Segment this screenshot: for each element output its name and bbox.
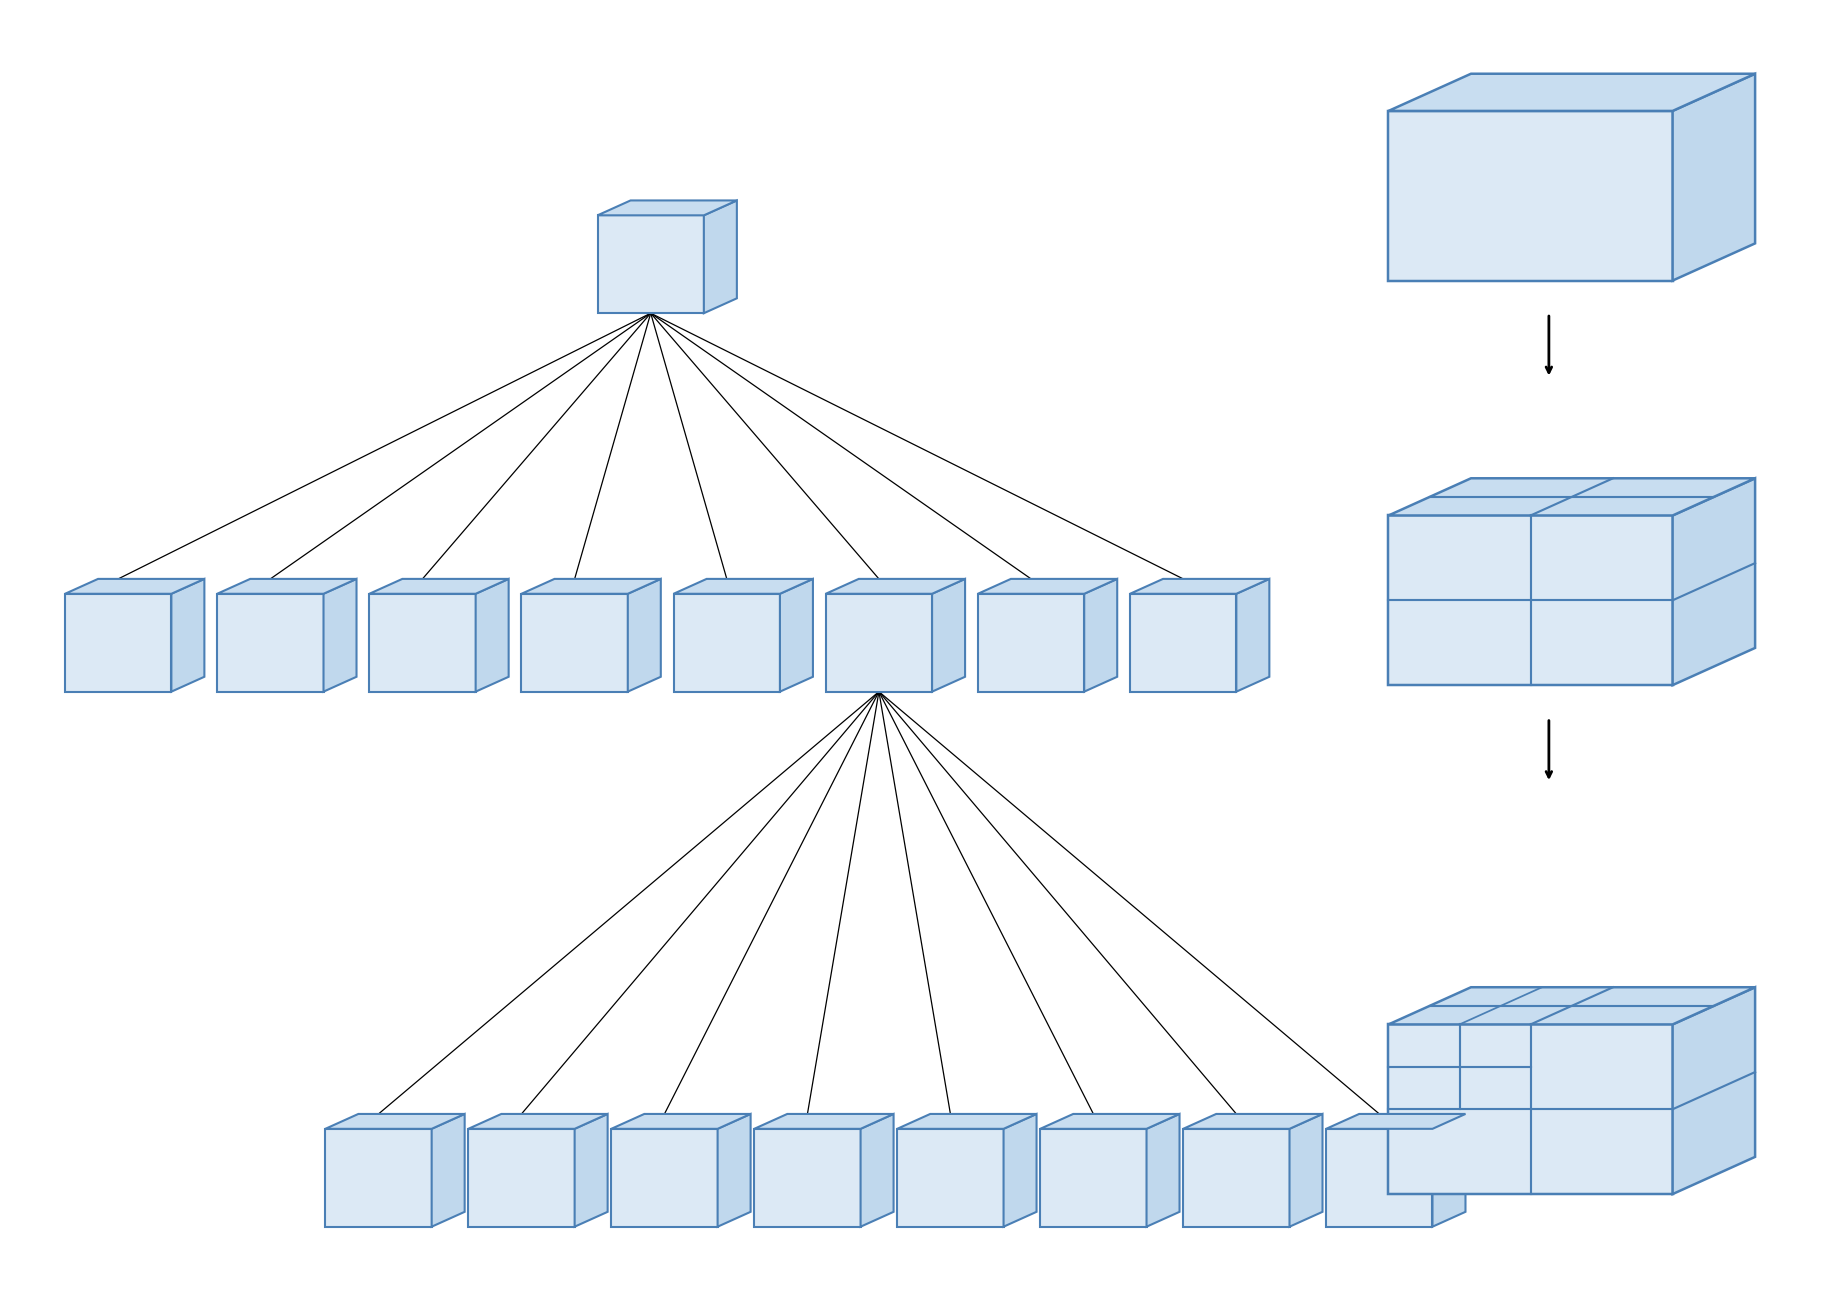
Polygon shape (1182, 1129, 1288, 1227)
Polygon shape (896, 1114, 1037, 1129)
Polygon shape (1325, 1114, 1466, 1129)
Polygon shape (753, 1114, 894, 1129)
Polygon shape (467, 1129, 575, 1227)
Polygon shape (861, 1114, 894, 1227)
Polygon shape (1235, 579, 1268, 692)
Polygon shape (1671, 74, 1755, 281)
Polygon shape (368, 579, 507, 594)
Polygon shape (324, 1114, 463, 1129)
Polygon shape (1389, 1024, 1671, 1194)
Polygon shape (931, 579, 964, 692)
Polygon shape (780, 579, 813, 692)
Polygon shape (1389, 479, 1755, 515)
Polygon shape (716, 1114, 749, 1227)
Polygon shape (1041, 1114, 1180, 1129)
Polygon shape (520, 579, 660, 594)
Polygon shape (368, 594, 474, 692)
Polygon shape (1389, 111, 1671, 281)
Polygon shape (1129, 579, 1268, 594)
Polygon shape (170, 579, 203, 692)
Polygon shape (1085, 579, 1116, 692)
Polygon shape (324, 1129, 431, 1227)
Polygon shape (610, 1114, 749, 1129)
Polygon shape (575, 1114, 608, 1227)
Polygon shape (1182, 1114, 1321, 1129)
Polygon shape (64, 594, 170, 692)
Polygon shape (672, 579, 813, 594)
Polygon shape (216, 579, 355, 594)
Polygon shape (1671, 987, 1755, 1194)
Polygon shape (753, 1129, 861, 1227)
Polygon shape (824, 579, 964, 594)
Polygon shape (520, 594, 627, 692)
Polygon shape (978, 594, 1085, 692)
Polygon shape (1004, 1114, 1037, 1227)
Polygon shape (1129, 594, 1235, 692)
Polygon shape (824, 594, 931, 692)
Polygon shape (896, 1129, 1004, 1227)
Polygon shape (216, 594, 322, 692)
Polygon shape (322, 579, 355, 692)
Polygon shape (597, 201, 736, 215)
Polygon shape (1325, 1129, 1431, 1227)
Polygon shape (1671, 479, 1755, 685)
Polygon shape (474, 579, 507, 692)
Polygon shape (1041, 1129, 1147, 1227)
Polygon shape (1389, 515, 1671, 685)
Polygon shape (64, 579, 203, 594)
Polygon shape (672, 594, 780, 692)
Polygon shape (978, 579, 1116, 594)
Polygon shape (627, 579, 660, 692)
Polygon shape (431, 1114, 463, 1227)
Polygon shape (597, 215, 703, 313)
Polygon shape (703, 201, 736, 313)
Polygon shape (1431, 1114, 1466, 1227)
Polygon shape (467, 1114, 608, 1129)
Polygon shape (610, 1129, 716, 1227)
Polygon shape (1389, 987, 1755, 1024)
Polygon shape (1147, 1114, 1180, 1227)
Polygon shape (1389, 74, 1755, 111)
Polygon shape (1288, 1114, 1321, 1227)
